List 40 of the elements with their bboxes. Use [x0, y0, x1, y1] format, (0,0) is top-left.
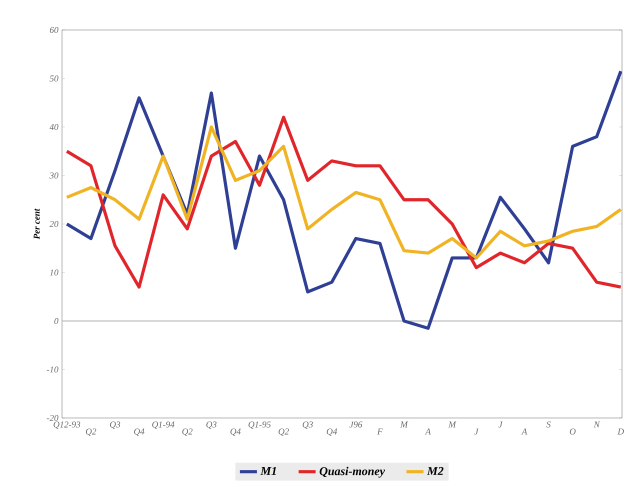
x-tick-label: Q4: [326, 428, 338, 436]
line-series: [65, 125, 622, 260]
y-tick-label: -10: [46, 366, 58, 373]
y-tick-label: 50: [50, 75, 58, 82]
legend-label: M1: [260, 466, 276, 475]
x-tick-label: M: [400, 422, 408, 428]
x-tick-label: A: [521, 428, 528, 434]
x-tick-label: Q3: [206, 422, 217, 429]
legend-label: Quasi-money: [320, 466, 386, 478]
line-series: [65, 70, 622, 330]
x-tick-label: D: [617, 428, 624, 434]
x-tick-label: S: [546, 422, 551, 428]
y-tick-label: 10: [50, 269, 58, 276]
x-tick-label: J: [498, 422, 503, 428]
x-tick-label: Q1-94: [152, 422, 174, 429]
x-tick-label: Q4: [134, 428, 144, 436]
x-tick-label: Q3: [110, 422, 120, 429]
x-tick-label: J: [474, 428, 479, 435]
x-tick-label: Q2: [86, 428, 96, 436]
y-tick-label: 30: [50, 172, 58, 179]
legend-label: M2: [426, 466, 444, 475]
x-tick-label: Q2: [278, 428, 289, 436]
x-tick-label: Q1-95: [248, 422, 271, 429]
line-series: [65, 116, 622, 289]
x-tick-label: Q2: [182, 428, 193, 436]
x-tick-label: Q3: [302, 422, 313, 429]
y-tick-label: 0: [54, 318, 58, 324]
x-tick-label: O: [570, 428, 576, 435]
x-tick-label: J96: [350, 422, 362, 428]
x-tick-label: Q12-93: [54, 422, 80, 429]
y-tick-label: 40: [50, 124, 58, 130]
y-tick-label: 20: [50, 220, 58, 228]
x-tick-label: M: [448, 422, 456, 428]
x-tick-label: N: [594, 422, 600, 428]
x-tick-label: A: [424, 428, 431, 434]
x-tick-label: Q4: [230, 428, 241, 436]
x-tick-label: F: [377, 428, 383, 434]
y-tick-label: -20: [46, 414, 58, 422]
y-axis-title: Per cent: [34, 208, 40, 240]
y-tick-label: 60: [50, 26, 58, 34]
